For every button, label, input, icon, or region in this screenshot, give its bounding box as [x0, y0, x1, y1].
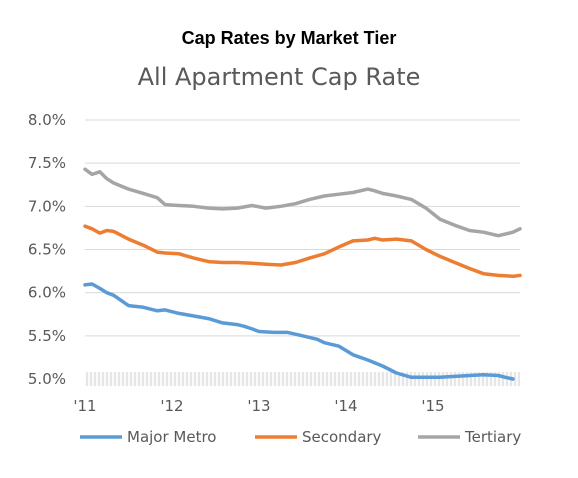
chart-subtitle: All Apartment Cap Rate	[137, 63, 421, 91]
series-line-tertiary	[83, 167, 522, 238]
y-tick-label: 6.5%	[28, 241, 66, 259]
x-tick-label: '12	[160, 397, 183, 415]
y-tick-label: 5.5%	[28, 327, 66, 345]
x-tick-label: '15	[421, 397, 444, 415]
legend[interactable]: Major Metro Secondary Tertiary	[80, 428, 521, 446]
y-tick-label: 7.5%	[28, 154, 66, 172]
series-lines	[83, 167, 522, 381]
legend-label-secondary[interactable]: Secondary	[302, 428, 382, 446]
x-axis-band	[85, 372, 520, 386]
x-tick-label: '11	[73, 397, 96, 415]
y-axis-ticks: 8.0% 7.5% 7.0% 6.5% 6.0% 5.5% 5.0%	[28, 111, 66, 388]
series-line-secondary	[83, 224, 522, 279]
gridlines	[85, 119, 520, 337]
x-tick-label: '13	[247, 397, 270, 415]
series-line-major-metro	[83, 282, 515, 381]
y-tick-label: 7.0%	[28, 197, 66, 215]
y-tick-label: 5.0%	[28, 370, 66, 388]
x-axis-ticks: '11 '12 '13 '14 '15	[73, 397, 444, 415]
legend-label-tertiary[interactable]: Tertiary	[464, 428, 521, 446]
legend-label-major-metro[interactable]: Major Metro	[127, 428, 216, 446]
x-axis	[84, 372, 520, 386]
y-tick-label: 6.0%	[28, 284, 66, 302]
chart-title: Cap Rates by Market Tier	[181, 28, 397, 48]
y-tick-label: 8.0%	[28, 111, 66, 129]
x-tick-label: '14	[334, 397, 357, 415]
